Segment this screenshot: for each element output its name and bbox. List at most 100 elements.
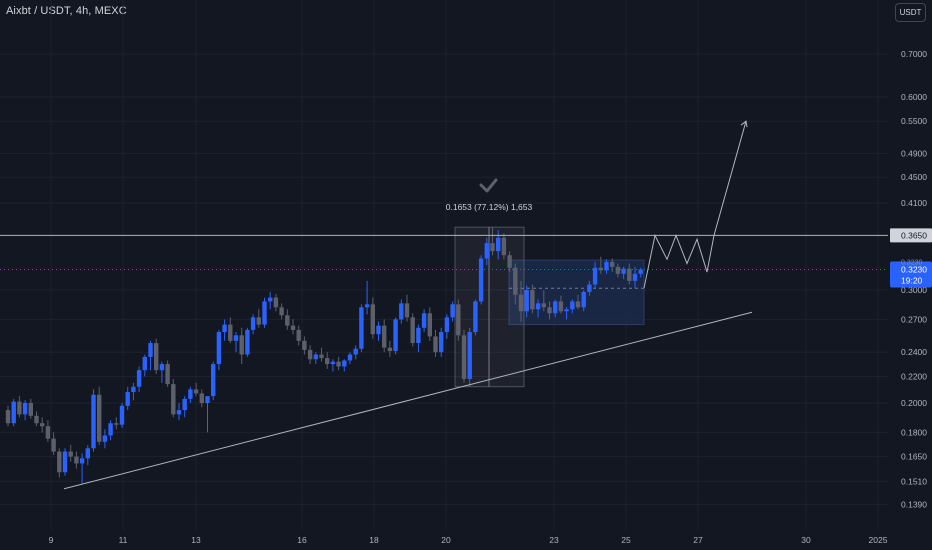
candle-body [575,301,581,308]
candle-body [34,415,39,424]
candle-body [51,438,56,452]
candle-body [45,426,51,439]
price-tick-label: 0.2200 [901,371,927,381]
candle-body [570,301,575,310]
candle-body [325,358,330,365]
candle-body [541,303,546,308]
candle-body [68,451,73,457]
price-tick-label: 0.1800 [901,427,927,437]
candle-body [62,451,68,473]
candle-body [85,448,90,459]
candle-body [216,332,222,365]
candles [5,227,643,484]
candle-body [364,304,370,308]
price-tick-label: 0.4100 [901,198,927,208]
price-tick-label: 0.2400 [901,347,927,357]
candle-body [279,307,284,316]
candle-body [439,332,444,353]
symbol-title: Aixbt / USDT, 4h, MEXC [6,5,127,17]
time-tick-label: 18 [369,535,379,545]
candle-body [421,313,427,328]
candle-body [387,347,393,352]
candle-body [188,389,193,399]
candle-body [376,325,381,335]
trendline [63,311,753,490]
candle-body [615,266,621,274]
candle-body [290,325,296,330]
time-tick-label: 9 [49,535,54,545]
candle-body [228,324,233,341]
drawing-overlay: 0.1653 (77.12%) 1,653 [0,120,888,490]
candle-body [410,317,415,344]
time-tick-label: 30 [801,535,811,545]
time-tick-label: 11 [119,535,128,545]
candle-body [416,327,421,344]
candle-body [513,267,518,295]
candle-body [307,349,313,360]
price-tick-label: 0.4500 [901,172,927,182]
candle-body [193,389,199,394]
candle-body [165,364,170,385]
time-tick-label: 16 [297,535,307,545]
candle-body [336,361,341,367]
candle-body [262,301,267,325]
grid [0,0,888,530]
candle-body [131,386,136,393]
price-tick-label: 0.2000 [901,398,927,408]
candle-body [74,456,79,464]
candle-body [473,301,478,333]
candle-body [530,290,535,310]
candle-body [119,405,125,425]
candle-body [125,392,130,406]
candle-body [302,340,307,350]
candle-body [399,303,404,320]
candle-body [501,237,507,256]
current-price-text: 0.3230 [901,264,927,274]
consolidation-box-layer [454,226,645,388]
candle-body [490,243,495,252]
candle-body [11,401,16,424]
candle-body [296,329,301,341]
candle-body [587,284,592,292]
candle-body [176,410,182,415]
price-tick-label: 0.1510 [901,476,927,486]
candle-body [182,398,187,411]
measure-label: 0.1653 (77.12%) 1,653 [446,202,533,212]
candle-body [535,303,541,310]
candle-body [330,361,336,365]
candle-body [233,335,239,341]
candle-body [478,258,484,302]
price-axis: 0.7000 0.6000 0.5500 0.4900 0.4500 0.4100 0.30… [890,49,932,509]
candle-body [353,348,358,355]
candle-body [256,317,261,325]
price-tick-label: 0.1650 [901,452,927,462]
candle-body [404,303,410,318]
candle-body [108,423,113,436]
candle-body [222,324,227,333]
candle-body [211,364,216,397]
candle-body [461,335,467,379]
candle-body [250,317,256,330]
candle-body [592,267,598,285]
candle-body [159,364,165,371]
candle-body [171,384,176,415]
partial-price-label: 0.3230 [901,259,923,266]
currency-button[interactable]: USDT [895,3,926,22]
candle-body [627,268,632,281]
time-tick-label: 20 [441,535,451,545]
projection-arrowhead [740,120,748,128]
candle-body [199,393,204,403]
candle-body [273,297,279,308]
candle-body [604,261,609,271]
candle-body [142,356,147,371]
candle-body [444,317,450,333]
candle-body [518,294,524,312]
candle-body [558,301,564,312]
candle-body [484,243,489,259]
candle-body [467,332,472,379]
time-tick-label: 2025 [869,535,888,545]
candle-body [427,313,432,337]
candle-body [17,401,22,415]
time-tick-label: 13 [191,535,201,545]
